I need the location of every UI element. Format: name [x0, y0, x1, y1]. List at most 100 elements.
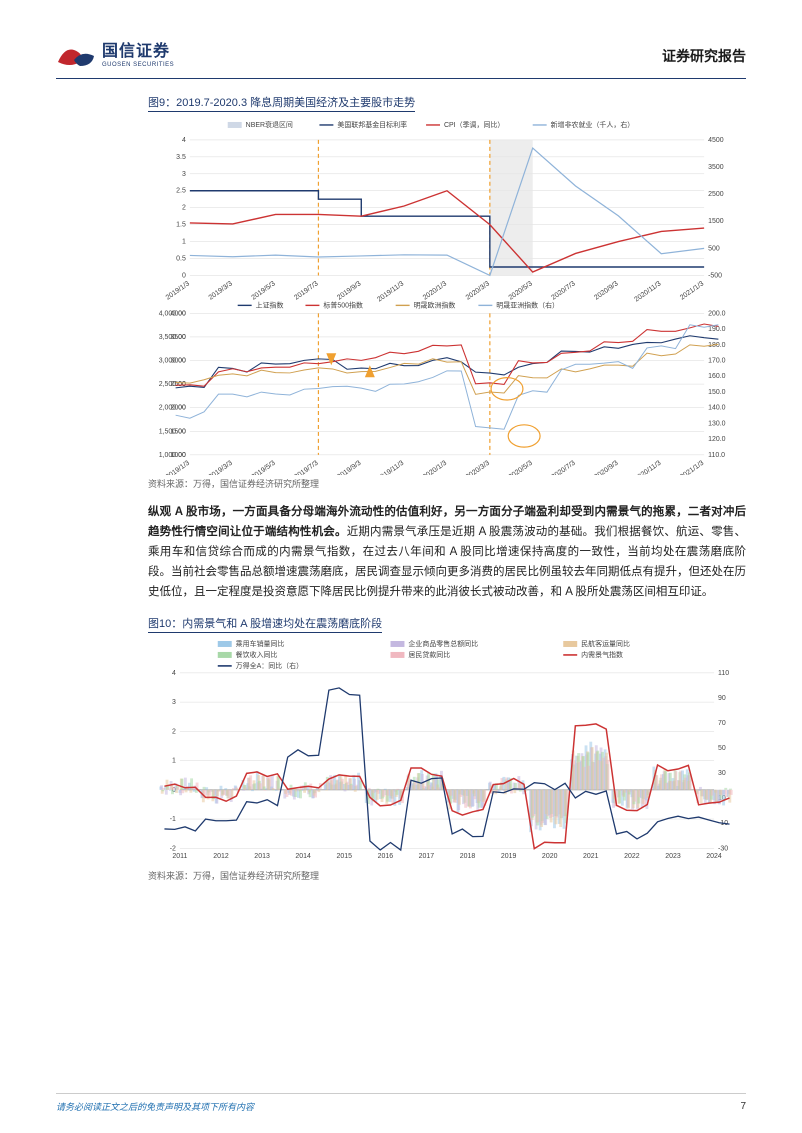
svg-text:2020/11/3: 2020/11/3	[633, 460, 662, 475]
svg-text:2019/11/3: 2019/11/3	[376, 460, 405, 475]
svg-text:4,000.00: 4,000.00	[159, 310, 186, 317]
svg-text:美国联邦基金目标利率: 美国联邦基金目标利率	[337, 120, 407, 129]
svg-text:民航客运量同比: 民航客运量同比	[581, 639, 630, 648]
svg-text:160.0: 160.0	[708, 373, 726, 380]
svg-text:0.5: 0.5	[176, 256, 186, 263]
svg-text:2019/9/3: 2019/9/3	[336, 280, 362, 301]
fig9-source: 资料来源：万得，国信证券经济研究所整理	[148, 477, 746, 490]
svg-text:明晟亚洲指数（右）: 明晟亚洲指数（右）	[496, 300, 559, 309]
svg-text:3,500.00: 3,500.00	[159, 334, 186, 341]
disclaimer-text: 请务必阅读正文之后的免责声明及其项下所有内容	[56, 1100, 254, 1113]
svg-text:2020/1/3: 2020/1/3	[422, 280, 448, 301]
svg-text:2020/11/3: 2020/11/3	[633, 280, 662, 303]
svg-text:上证指数: 上证指数	[256, 300, 284, 309]
svg-text:3.5: 3.5	[176, 154, 186, 161]
svg-text:2: 2	[182, 205, 186, 212]
svg-text:标普500指数: 标普500指数	[323, 300, 363, 309]
svg-text:3500: 3500	[708, 164, 724, 171]
svg-text:110: 110	[718, 670, 729, 677]
svg-text:2021/1/3: 2021/1/3	[679, 280, 705, 301]
fig10-chart: 乘用车销量同比 企业商品零售总额同比 民航客运量同比餐饮收入同比 居民贷款同比 内需景气…	[148, 637, 746, 866]
svg-text:2020/5/3: 2020/5/3	[508, 280, 534, 301]
svg-text:2: 2	[172, 729, 176, 736]
svg-text:2019: 2019	[501, 854, 517, 861]
svg-text:2020/1/3: 2020/1/3	[422, 460, 448, 475]
svg-text:1: 1	[172, 758, 176, 765]
svg-text:3: 3	[172, 700, 176, 707]
svg-text:2020/7/3: 2020/7/3	[550, 460, 576, 475]
fig9-chart: NBER衰退区间美国联邦基金目标利率CPI（季调，同比）新增非农就业（千人，右）…	[148, 116, 746, 475]
svg-text:150.0: 150.0	[708, 389, 726, 396]
svg-text:餐饮收入同比: 餐饮收入同比	[236, 650, 278, 659]
svg-text:0: 0	[182, 272, 186, 279]
svg-text:企业商品零售总额同比: 企业商品零售总额同比	[408, 639, 478, 648]
svg-text:万得全A：同比（右）: 万得全A：同比（右）	[236, 661, 303, 670]
body-paragraph: 纵观 A 股市场，一方面具备分母端海外流动性的估值利好，另一方面分子端盈利却受到…	[148, 502, 746, 603]
svg-text:-30: -30	[718, 846, 728, 853]
svg-text:2022: 2022	[624, 854, 640, 861]
svg-text:2,000.00: 2,000.00	[159, 405, 186, 412]
page-header: 国信证券 GUOSEN SECURITIES 证券研究报告	[56, 42, 746, 79]
svg-text:2020/3/3: 2020/3/3	[465, 460, 491, 475]
svg-text:-2: -2	[170, 846, 176, 853]
fig9-title: 图9：2019.7-2020.3 降息周期美国经济及主要股市走势	[148, 94, 415, 112]
svg-text:130.0: 130.0	[708, 420, 726, 427]
svg-text:2011: 2011	[172, 854, 187, 861]
logo-icon	[56, 42, 96, 70]
svg-text:2018: 2018	[460, 854, 476, 861]
fig10-source: 资料来源：万得，国信证券经济研究所整理	[148, 869, 746, 882]
logo-block: 国信证券 GUOSEN SECURITIES	[56, 42, 174, 70]
content-column: 图9：2019.7-2020.3 降息周期美国经济及主要股市走势 NBER衰退区…	[148, 93, 746, 882]
svg-text:2019/7/3: 2019/7/3	[293, 460, 319, 475]
svg-text:110.0: 110.0	[708, 452, 725, 459]
logo-text-en: GUOSEN SECURITIES	[102, 62, 174, 68]
svg-text:2020/9/3: 2020/9/3	[593, 280, 619, 301]
svg-text:1.5: 1.5	[176, 222, 186, 229]
svg-text:2012: 2012	[213, 854, 229, 861]
svg-text:50: 50	[718, 745, 726, 752]
svg-text:30: 30	[718, 771, 726, 778]
svg-text:2019/9/3: 2019/9/3	[336, 460, 362, 475]
svg-text:4: 4	[182, 137, 186, 144]
svg-text:2019/3/3: 2019/3/3	[208, 280, 234, 301]
svg-text:2019/5/3: 2019/5/3	[250, 280, 276, 301]
svg-text:2021: 2021	[583, 854, 599, 861]
svg-text:1500: 1500	[708, 218, 724, 225]
logo-text-cn: 国信证券	[102, 44, 174, 60]
svg-text:2020: 2020	[542, 854, 558, 861]
svg-text:140.0: 140.0	[708, 405, 726, 412]
svg-text:2021/1/3: 2021/1/3	[679, 460, 705, 475]
svg-text:170.0: 170.0	[708, 358, 726, 365]
svg-text:-500: -500	[708, 272, 722, 279]
svg-text:2019/1/3: 2019/1/3	[165, 280, 191, 301]
svg-text:2020/7/3: 2020/7/3	[550, 280, 576, 301]
svg-text:120.0: 120.0	[708, 436, 726, 443]
svg-text:-1: -1	[170, 816, 176, 823]
svg-text:3,000.00: 3,000.00	[159, 358, 186, 365]
svg-text:居民贷款同比: 居民贷款同比	[408, 650, 450, 659]
svg-text:70: 70	[718, 720, 726, 727]
svg-text:1,000.00: 1,000.00	[159, 452, 186, 459]
svg-text:明晟欧洲指数: 明晟欧洲指数	[414, 300, 456, 309]
svg-text:1: 1	[182, 239, 186, 246]
svg-text:2019/7/3: 2019/7/3	[293, 280, 319, 301]
svg-text:2024: 2024	[706, 854, 722, 861]
svg-text:2019/11/3: 2019/11/3	[376, 280, 405, 303]
svg-text:2500: 2500	[708, 191, 724, 198]
svg-text:2017: 2017	[419, 854, 435, 861]
svg-text:2014: 2014	[295, 854, 311, 861]
svg-text:3: 3	[182, 171, 186, 178]
svg-text:2020/5/3: 2020/5/3	[508, 460, 534, 475]
svg-text:CPI（季调，同比）: CPI（季调，同比）	[444, 120, 504, 129]
svg-text:2019/1/3: 2019/1/3	[165, 460, 191, 475]
svg-text:内需景气指数: 内需景气指数	[581, 650, 623, 659]
svg-text:2.5: 2.5	[176, 188, 186, 195]
svg-text:2016: 2016	[378, 854, 394, 861]
svg-text:2015: 2015	[336, 854, 352, 861]
svg-text:乘用车销量同比: 乘用车销量同比	[236, 639, 285, 648]
svg-text:90: 90	[718, 695, 726, 702]
svg-text:4: 4	[172, 670, 176, 677]
svg-text:2019/3/3: 2019/3/3	[208, 460, 234, 475]
page-footer: 请务必阅读正文之后的免责声明及其项下所有内容 7	[56, 1093, 746, 1113]
svg-text:190.0: 190.0	[708, 326, 726, 333]
